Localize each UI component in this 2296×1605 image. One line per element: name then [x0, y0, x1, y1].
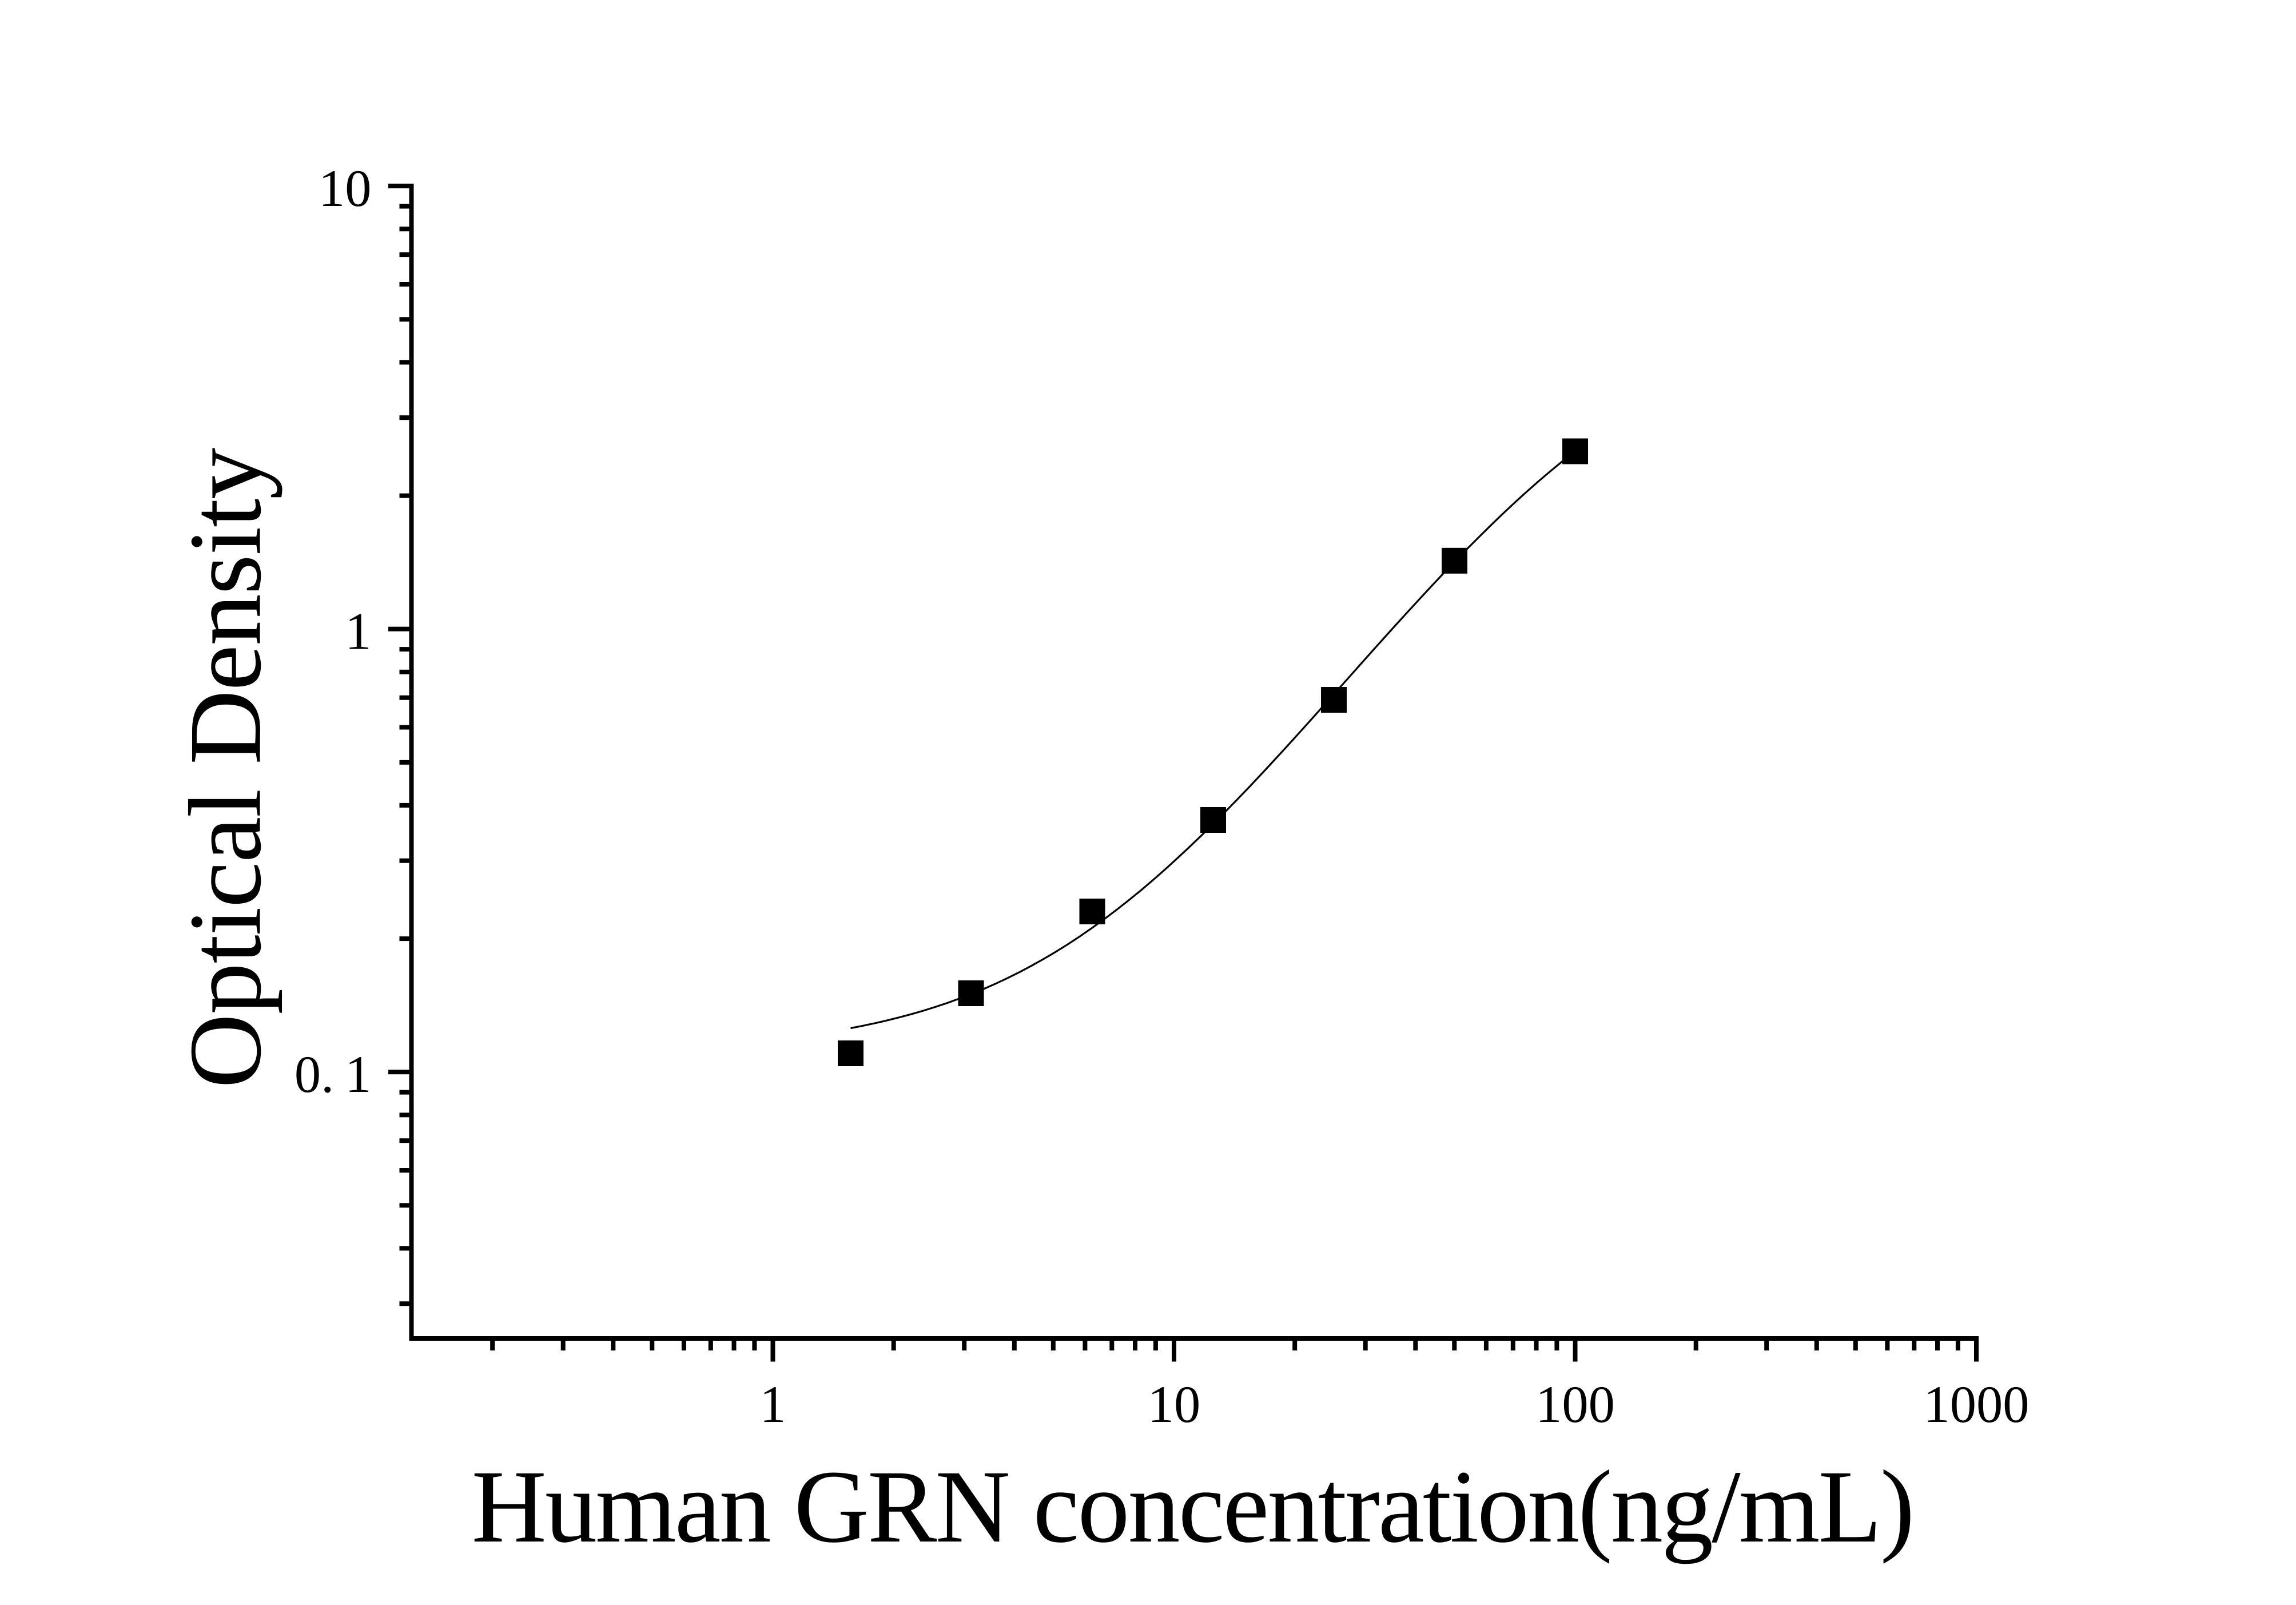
svg-text:Human GRN concentration(ng/mL): Human GRN concentration(ng/mL) — [472, 1449, 1913, 1564]
svg-text:1: 1 — [759, 1376, 786, 1434]
svg-text:100: 100 — [1535, 1376, 1615, 1434]
svg-text:1000: 1000 — [1924, 1376, 2030, 1434]
svg-text:10: 10 — [1148, 1376, 1201, 1434]
svg-text:10: 10 — [319, 160, 372, 218]
svg-text:1: 1 — [345, 603, 371, 661]
svg-text:0.1: 0. 1 — [295, 1046, 372, 1104]
svg-text:Optical Density: Optical Density — [169, 448, 283, 1088]
